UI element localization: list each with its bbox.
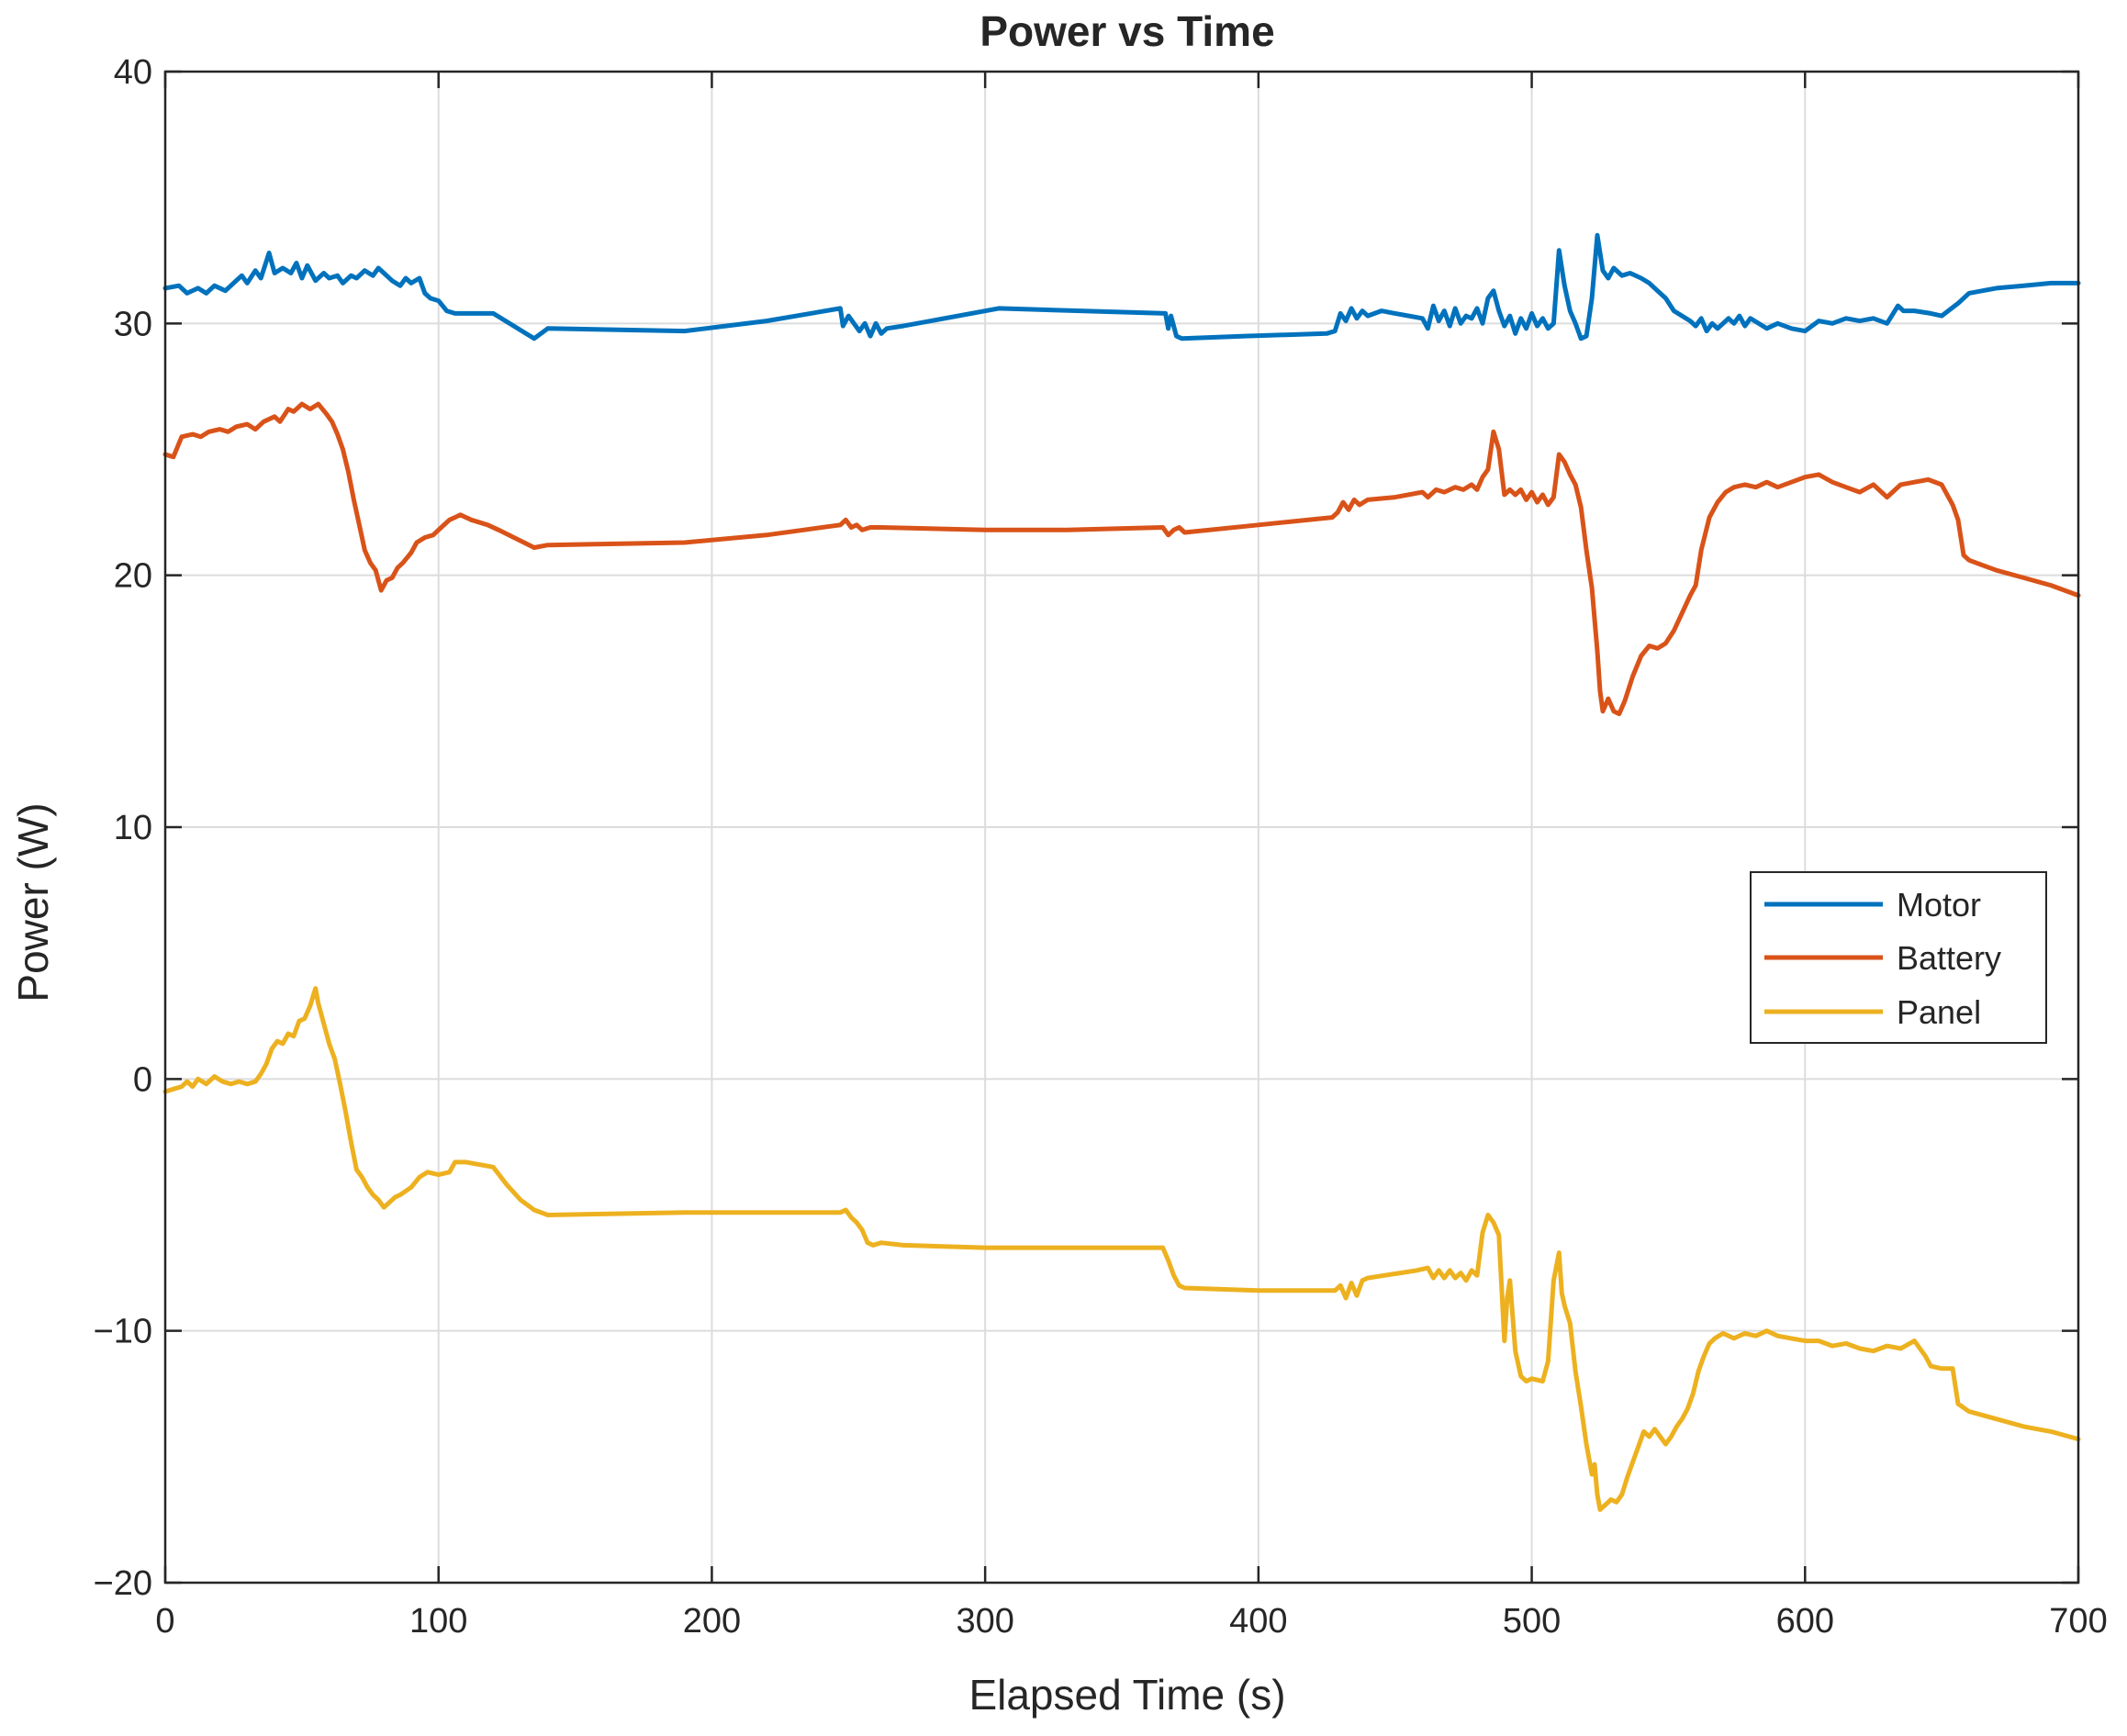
y-tick-label: 10 [114, 809, 152, 847]
x-tick-label: 100 [409, 1602, 467, 1641]
x-tick-label: 600 [1776, 1602, 1834, 1641]
y-tick-label: 0 [133, 1060, 152, 1099]
x-tick-label: 500 [1503, 1602, 1561, 1641]
x-tick-label: 200 [683, 1602, 741, 1641]
y-tick-label: 20 [114, 557, 152, 596]
legend-label-motor: Motor [1897, 886, 1981, 924]
axis-ticks [163, 70, 2080, 1585]
y-axis-label: Power (W) [9, 802, 57, 1002]
tick-labels: 0 100 200 300 400 500 600 700 −20 −10 0 10 20 30 40 [94, 53, 2108, 1641]
y-tick-label: 40 [114, 53, 152, 92]
chart-title: Power vs Time [980, 7, 1274, 55]
series-line-motor [162, 232, 2081, 342]
series-line-battery [162, 401, 2081, 717]
legend-label-panel: Panel [1897, 993, 1981, 1031]
y-tick-label: 30 [114, 305, 152, 343]
x-tick-label: 400 [1229, 1602, 1287, 1641]
series-line-panel [162, 986, 2081, 1512]
legend: Motor Battery Panel [1750, 871, 2047, 1044]
y-tick-label: −20 [94, 1564, 152, 1603]
y-tick-label: −10 [94, 1313, 152, 1351]
x-tick-label: 700 [2049, 1602, 2107, 1641]
x-tick-label: 300 [956, 1602, 1013, 1641]
legend-label-battery: Battery [1897, 939, 2001, 977]
series-lines [162, 232, 2081, 1512]
x-tick-label: 0 [155, 1602, 174, 1641]
x-axis-label: Elapsed Time (s) [968, 1671, 1285, 1719]
